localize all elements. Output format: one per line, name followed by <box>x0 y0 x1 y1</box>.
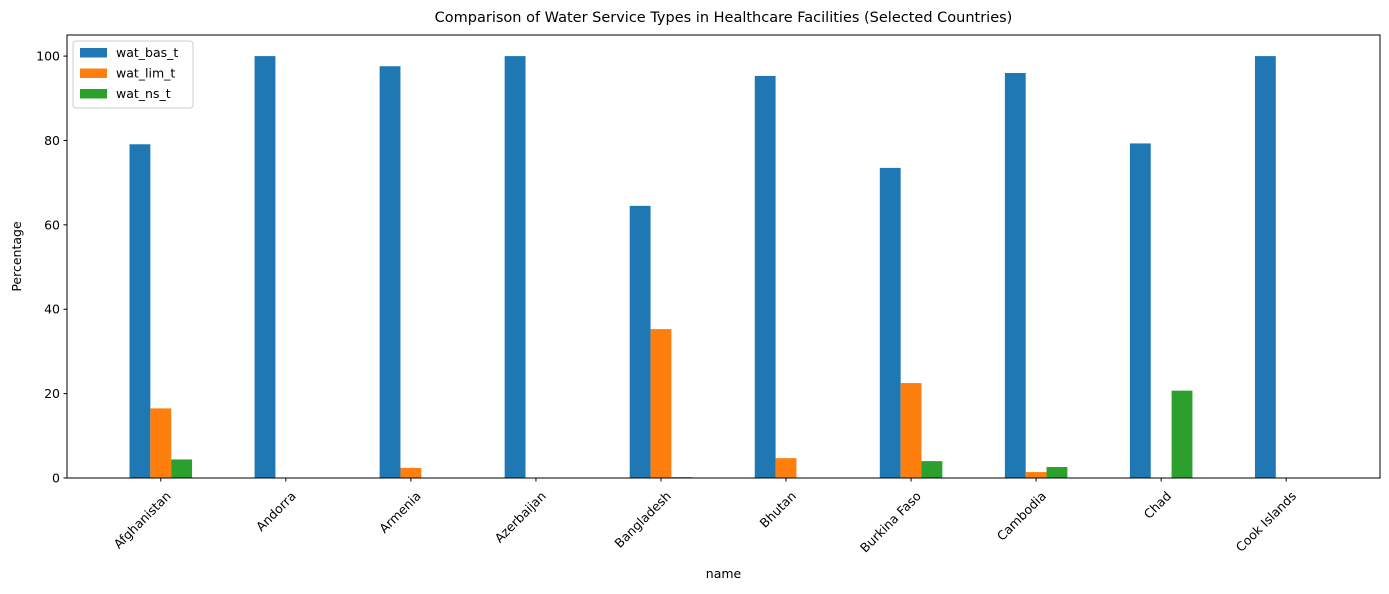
x-tick-label: Cook Islands <box>1233 488 1299 554</box>
plot-frame <box>66 34 1381 479</box>
x-tick-label: Chad <box>1141 488 1174 521</box>
bar-wat_bas_t-armenia <box>379 66 401 478</box>
bar-wat_bas_t-andorra <box>254 56 276 478</box>
bar-wat_ns_t-burkina-faso <box>921 461 943 478</box>
y-tick-label: 100 <box>36 49 60 64</box>
legend-label-wat_lim_t: wat_lim_t <box>116 66 175 81</box>
bar-wat_ns_t-afghanistan <box>171 459 193 478</box>
x-tick-label: Bangladesh <box>611 488 673 550</box>
bar-wat_lim_t-armenia <box>400 467 422 478</box>
x-tick-label: Armenia <box>376 488 424 536</box>
bar-wat_bas_t-afghanistan <box>129 144 151 478</box>
x-tick-label: Burkina Faso <box>857 488 924 555</box>
legend-swatch-wat_ns_t <box>80 89 107 99</box>
bar-wat_bas_t-cook-islands <box>1254 56 1276 478</box>
legend-swatch-wat_bas_t <box>80 48 107 58</box>
bar-wat_ns_t-cambodia <box>1046 467 1068 478</box>
bar-wat_ns_t-chad <box>1171 390 1193 478</box>
x-axis-label: name <box>706 566 742 581</box>
legend-label-wat_ns_t: wat_ns_t <box>116 86 171 101</box>
bar-wat_bas_t-bhutan <box>754 75 776 479</box>
bar-wat_bas_t-azerbaijan <box>504 56 526 478</box>
y-tick-label: 40 <box>44 302 60 317</box>
bar-wat_bas_t-chad <box>1129 143 1151 478</box>
y-tick-label: 80 <box>44 133 60 148</box>
chart-title: Comparison of Water Service Types in Hea… <box>435 10 1013 26</box>
y-tick-label: 20 <box>44 386 60 401</box>
legend-swatch-wat_lim_t <box>80 68 107 78</box>
bar-wat_lim_t-bhutan <box>775 458 797 478</box>
bars-layer <box>129 56 1276 479</box>
x-tick-label: Andorra <box>253 488 299 534</box>
y-axis-label: Percentage <box>9 221 24 292</box>
bar-wat_bas_t-bangladesh <box>629 205 651 478</box>
x-tick-label: Azerbaijan <box>492 488 549 545</box>
legend-label-wat_bas_t: wat_bas_t <box>116 45 178 60</box>
bar-wat_lim_t-burkina-faso <box>900 383 922 478</box>
x-axis: Afghanistan Andorra Armenia Azerbaijan Bangl… <box>110 478 1299 555</box>
y-tick-label: 0 <box>52 471 60 486</box>
legend: wat_bas_t wat_lim_t wat_ns_t <box>72 40 194 109</box>
bar-wat_lim_t-afghanistan <box>150 408 172 478</box>
bar-wat_lim_t-bangladesh <box>650 329 672 478</box>
x-tick-label: Afghanistan <box>110 488 173 551</box>
bar-wat_bas_t-burkina-faso <box>879 167 901 478</box>
x-tick-label: Cambodia <box>994 488 1049 543</box>
bar-wat_lim_t-cambodia <box>1025 472 1047 478</box>
y-axis: 0 20 40 60 80 100 <box>36 49 67 486</box>
y-tick-label: 60 <box>44 217 60 232</box>
x-tick-label: Bhutan <box>757 488 799 530</box>
bar-wat_bas_t-cambodia <box>1004 72 1026 478</box>
